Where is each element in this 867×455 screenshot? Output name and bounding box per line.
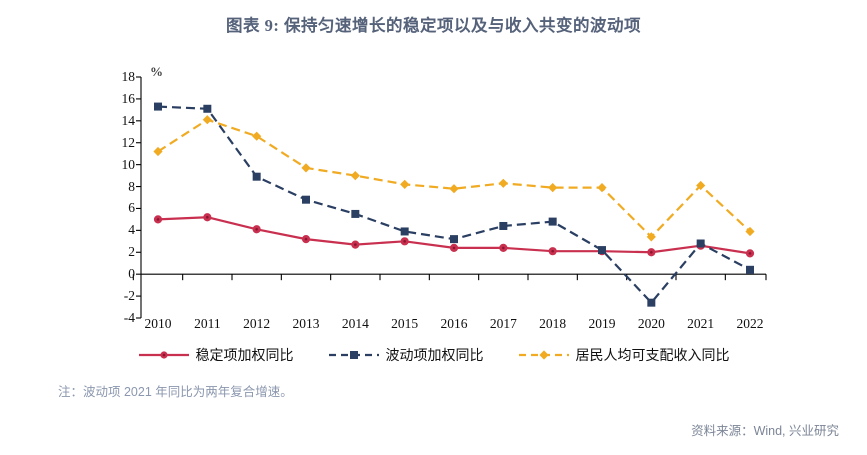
data-point bbox=[301, 163, 311, 173]
data-point-center bbox=[551, 249, 554, 253]
y-axis-tick-label: 10 bbox=[121, 156, 136, 172]
data-point bbox=[302, 195, 310, 204]
y-axis-tick-label: 12 bbox=[121, 134, 136, 150]
data-point bbox=[203, 104, 212, 113]
data-point-center bbox=[650, 250, 653, 254]
legend-label: 居民人均可支配收入同比 bbox=[575, 349, 730, 364]
x-axis-tick-label: 2015 bbox=[391, 316, 419, 332]
data-point bbox=[548, 217, 557, 226]
data-point bbox=[400, 227, 409, 236]
y-axis-tick-label: 4 bbox=[128, 222, 135, 238]
y-axis-unit-label: % bbox=[150, 64, 163, 79]
data-point bbox=[350, 171, 360, 181]
x-axis-tick-label: 2019 bbox=[588, 316, 616, 332]
data-point bbox=[548, 183, 558, 193]
chart-legend: 稳定项加权同比 波动项加权同比 居民人均可支配收入同比 bbox=[0, 345, 867, 365]
chart-note: 注：波动项 2021 年同比为两年复合增速。 bbox=[58, 385, 293, 399]
data-point bbox=[647, 298, 656, 307]
data-point bbox=[351, 209, 360, 218]
data-point bbox=[598, 246, 606, 255]
data-point bbox=[646, 232, 656, 242]
data-point bbox=[498, 178, 508, 188]
data-point-center bbox=[354, 243, 357, 246]
legend-label: 波动项加权同比 bbox=[385, 349, 484, 364]
data-point bbox=[450, 235, 458, 244]
y-axis-tick-label: 0 bbox=[128, 266, 135, 282]
y-axis-tick-label: 2 bbox=[128, 244, 135, 260]
data-point-center bbox=[748, 252, 752, 255]
x-axis-tick-label: 2010 bbox=[144, 316, 172, 332]
plot-area bbox=[0, 48, 867, 348]
x-axis-tick-label: 2021 bbox=[687, 316, 715, 332]
data-point-center bbox=[403, 240, 406, 243]
y-axis-tick-label: 14 bbox=[121, 112, 136, 128]
y-axis-tick-label: 6 bbox=[128, 200, 135, 216]
chart-title: 图表 9: 保持匀速增长的稳定项以及与收入共变的波动项 bbox=[226, 16, 641, 35]
x-axis-tick-label: 2022 bbox=[736, 316, 764, 332]
series-line-2 bbox=[157, 118, 751, 239]
data-point-center bbox=[156, 218, 160, 221]
x-axis-tick-label: 2018 bbox=[539, 316, 567, 332]
data-point bbox=[746, 265, 754, 274]
data-point bbox=[449, 184, 459, 194]
data-point bbox=[400, 179, 410, 189]
data-point bbox=[745, 226, 755, 237]
data-point bbox=[696, 239, 705, 248]
x-axis-tick-label: 2020 bbox=[637, 316, 665, 332]
chart-svg bbox=[132, 76, 767, 319]
x-axis-tick-label: 2011 bbox=[194, 316, 221, 332]
data-point bbox=[202, 115, 212, 125]
data-point bbox=[696, 180, 706, 191]
legend-item-2[interactable]: 居民人均可支配收入同比 bbox=[518, 345, 730, 365]
legend-swatch-icon bbox=[328, 351, 379, 359]
chart-source: 资料来源：Wind, 兴业研究 bbox=[691, 424, 839, 438]
legend-item-1[interactable]: 波动项加权同比 bbox=[328, 345, 484, 365]
legend-label: 稳定项加权同比 bbox=[195, 349, 294, 364]
y-axis-tick-label: 18 bbox=[121, 69, 136, 84]
x-axis-tick-label: 2016 bbox=[440, 316, 468, 332]
data-point bbox=[252, 131, 262, 141]
data-point-center bbox=[452, 246, 456, 250]
data-point bbox=[597, 183, 607, 193]
data-point bbox=[154, 102, 162, 111]
data-point bbox=[499, 221, 508, 230]
data-point-center bbox=[206, 215, 209, 219]
y-axis-tick-label: -4 bbox=[123, 310, 135, 325]
data-point-center bbox=[255, 227, 258, 231]
x-axis-tick-label: 2017 bbox=[489, 316, 517, 332]
legend-swatch-icon bbox=[138, 351, 189, 359]
y-axis-tick-label: 16 bbox=[121, 90, 136, 106]
x-axis-tick-label: 2012 bbox=[243, 316, 271, 332]
data-point-center bbox=[304, 237, 308, 241]
series-line-1 bbox=[157, 105, 751, 304]
legend-item-0[interactable]: 稳定项加权同比 bbox=[138, 345, 294, 365]
y-axis-tick-label: -2 bbox=[123, 288, 135, 304]
x-axis-tick-label: 2014 bbox=[341, 316, 369, 332]
data-point bbox=[153, 146, 163, 157]
y-axis-tick-label: 8 bbox=[128, 178, 135, 194]
legend-swatch-icon bbox=[518, 350, 569, 360]
x-axis-tick-label: 2013 bbox=[292, 316, 320, 332]
data-point-center bbox=[502, 246, 505, 250]
data-point bbox=[252, 172, 261, 181]
